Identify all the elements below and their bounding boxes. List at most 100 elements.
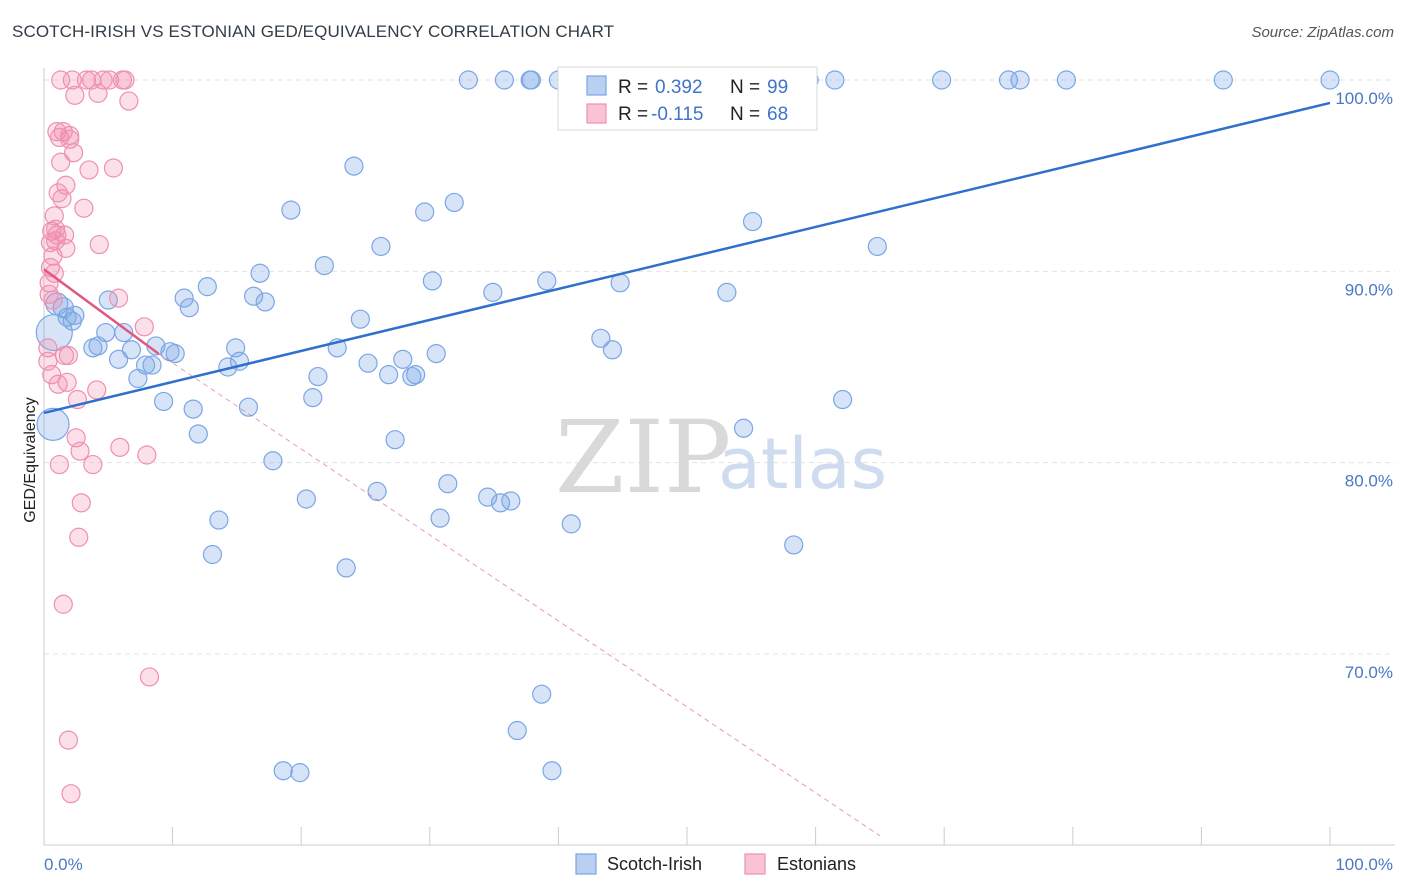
scotch-irish-point [415,202,435,222]
scotch-irish-point [296,489,316,509]
scotch-irish-point [1010,70,1030,90]
legend-swatch-scotch-irish [586,75,607,96]
estonians-point [110,437,130,457]
scotch-irish-point [426,344,446,364]
scotch-irish-trend-line [43,101,1331,415]
scotch-irish-point [537,271,557,291]
estonians-trend-line [43,268,160,355]
scotch-irish-point [273,761,293,781]
estonians-trend-extension [158,353,881,837]
estonians-point [62,70,82,90]
trend-lines [43,101,1331,837]
legend-r-label-2: R = [618,104,648,125]
scotch-irish-point [932,70,952,90]
scotch-irish-point [238,397,259,417]
scotch-irish-points [35,70,1340,783]
scotch-irish-point [153,391,174,412]
estonians-point [44,263,64,283]
chart-title: SCOTCH-IRISH VS ESTONIAN GED/EQUIVALENCY… [12,22,615,41]
legend-n-value-2: 68 [767,104,788,125]
axes [43,68,1395,846]
scotch-irish-point [393,349,413,369]
watermark-zip: ZIP [555,399,731,516]
estonians-point [93,70,113,90]
legend-r-value-1: 0.392 [655,77,703,98]
scotch-irish-point [542,761,562,781]
scotch-irish-point [65,305,85,325]
estonians-point [63,143,84,163]
scotch-irish-point [281,200,301,220]
scotch-irish-point [367,481,387,501]
scotch-irish-point [135,355,156,375]
legend-n-value-1: 99 [767,77,788,98]
estonians-point [58,730,79,750]
scotch-irish-point [188,424,208,444]
legend-n-label-2: N = [730,104,760,125]
scotch-irish-point [344,156,364,176]
scotch-irish-point [197,277,217,297]
estonians-point [57,372,77,392]
estonians-point [137,445,157,465]
source-credit: Source: ZipAtlas.com [1251,24,1394,41]
estonians-point [65,85,85,105]
estonians-point [42,365,62,385]
estonians-points [38,70,160,804]
stats-legend: R = 0.392 N = 99 R = -0.115 N = 68 [557,66,818,131]
scotch-irish-point [121,340,142,360]
estonians-point [70,441,90,461]
scotch-irish-point [250,263,270,283]
estonians-point [119,91,139,111]
estonians-point [51,70,71,90]
scotch-irish-point [183,399,203,419]
scotch-irish-point [1056,70,1076,90]
scotch-irish-point [561,514,581,534]
bottom-legend-swatch-scotch-irish [575,853,597,875]
estonians-point [103,158,124,178]
y-tick-label: 90.0% [1345,280,1393,299]
estonians-point [51,152,71,172]
estonians-point [69,527,89,547]
scotch-irish-point [114,322,134,343]
estonians-point [56,175,76,195]
scotch-irish-point [358,353,378,373]
estonians-point [134,317,154,337]
estonians-point [115,70,135,90]
bottom-legend-estonians: Estonians [777,854,856,874]
scotch-irish-point [591,328,611,348]
scotch-irish-point [255,292,275,312]
scotch-irish-point [494,70,514,90]
scotch-irish-point [202,544,223,565]
scotch-irish-point [179,298,199,318]
estonians-point [83,454,103,475]
scotch-irish-point [379,365,399,385]
scotch-irish-point [438,474,458,494]
estonians-point [108,288,129,308]
scotch-irish-point [422,271,442,291]
scotch-irish-point [336,558,356,578]
estonians-point [74,198,94,218]
scotch-irish-point [521,70,541,90]
estonians-point [49,454,70,475]
scotch-irish-point [209,510,229,530]
scotch-irish-point [263,451,283,471]
scotch-irish-point [717,282,737,302]
estonians-point [87,380,107,400]
watermark: ZIP atlas [555,399,887,516]
scotch-irish-point [733,418,754,438]
scotch-irish-point [784,535,804,555]
scotch-irish-point [165,344,185,364]
scotch-irish-point [57,307,77,327]
scotch-irish-point [108,349,129,369]
y-axis-label: GED/Equivalency [22,397,39,522]
scotch-irish-point [303,388,323,408]
legend-r-value-2: -0.115 [651,104,703,125]
estonians-point [53,594,73,614]
estonians-point [43,290,63,310]
scotch-irish-point [602,340,623,360]
estonians-point [61,784,81,804]
scotch-irish-point [532,684,552,704]
y-tick-label: 70.0% [1345,663,1393,682]
tick-labels: 70.0% 80.0% 90.0% 100.0% 0.0% 100.0% [44,89,1393,874]
legend-n-label-1: N = [730,77,760,98]
